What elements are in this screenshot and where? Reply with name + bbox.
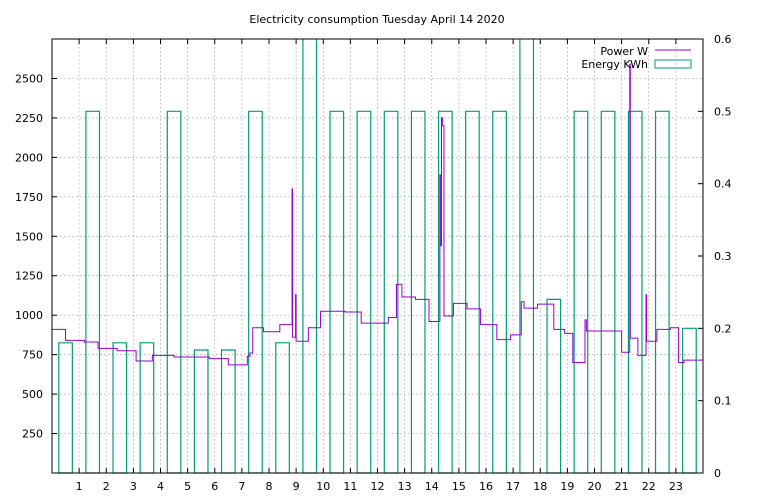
energy-bar bbox=[329, 110, 345, 474]
energy-bar bbox=[437, 110, 453, 474]
legend-swatch-energy bbox=[654, 59, 692, 69]
y-tick-label: 1250 bbox=[15, 270, 43, 283]
x-tick-label: 4 bbox=[157, 480, 164, 493]
x-tick-label: 20 bbox=[588, 480, 602, 493]
energy-bar bbox=[600, 110, 616, 474]
y-tick-label: 1500 bbox=[15, 230, 43, 243]
x-tick-label: 13 bbox=[398, 480, 412, 493]
x-tick-label: 12 bbox=[371, 480, 385, 493]
y-tick-label: 1000 bbox=[15, 309, 43, 322]
y-tick-label: 1750 bbox=[15, 191, 43, 204]
energy-bar bbox=[193, 349, 209, 474]
axes: 1 2 3 4 5 6 7 8 9 10 11 12 13 14 15 16 17 18 19 20 21 22 23250… bbox=[15, 33, 732, 493]
x-tick-label: 5 bbox=[184, 480, 191, 493]
x-tick-label: 14 bbox=[425, 480, 439, 493]
x-tick-label: 17 bbox=[506, 480, 520, 493]
x-tick-label: 7 bbox=[238, 480, 245, 493]
y-tick-label: 2000 bbox=[15, 151, 43, 164]
chart-title: Electricity consumption Tuesday April 14… bbox=[249, 13, 504, 26]
x-tick-label: 11 bbox=[343, 480, 357, 493]
energy-bar bbox=[383, 110, 399, 474]
legend-label-energy: Energy KWh bbox=[581, 58, 648, 71]
energy-bar bbox=[654, 110, 670, 474]
energy-bar bbox=[85, 110, 101, 474]
energy-bar bbox=[112, 342, 128, 474]
energy-bar bbox=[275, 342, 290, 474]
x-tick-label: 16 bbox=[479, 480, 493, 493]
y-tick-label: 500 bbox=[22, 388, 43, 401]
energy-bar bbox=[682, 327, 697, 474]
energy-bar bbox=[573, 110, 589, 474]
y2-tick-label: 0.1 bbox=[714, 395, 732, 408]
legend: Power W Energy KWh bbox=[581, 45, 692, 71]
power-line bbox=[52, 63, 703, 366]
x-tick-label: 10 bbox=[316, 480, 330, 493]
x-tick-label: 23 bbox=[669, 480, 683, 493]
y-tick-label: 2250 bbox=[15, 112, 43, 125]
x-tick-label: 2 bbox=[103, 480, 110, 493]
x-tick-label: 3 bbox=[130, 480, 137, 493]
x-tick-label: 8 bbox=[266, 480, 273, 493]
y2-tick-label: 0 bbox=[714, 467, 721, 480]
energy-bar bbox=[302, 39, 318, 474]
x-tick-label: 15 bbox=[452, 480, 466, 493]
y2-tick-label: 0.4 bbox=[714, 178, 732, 191]
grid-layer bbox=[52, 39, 703, 473]
y-tick-label: 750 bbox=[22, 349, 43, 362]
y2-tick-label: 0.3 bbox=[714, 250, 732, 263]
energy-bar bbox=[356, 110, 372, 474]
x-tick-label: 1 bbox=[76, 480, 83, 493]
energy-bar bbox=[220, 349, 236, 474]
x-tick-label: 18 bbox=[533, 480, 547, 493]
energy-bar bbox=[248, 110, 263, 474]
y-tick-label: 250 bbox=[22, 428, 43, 441]
energy-bar bbox=[166, 110, 182, 474]
x-tick-label: 22 bbox=[642, 480, 656, 493]
energy-bar bbox=[139, 342, 155, 474]
x-tick-label: 21 bbox=[615, 480, 629, 493]
y2-tick-label: 0.6 bbox=[714, 33, 732, 46]
y2-tick-label: 0.5 bbox=[714, 105, 732, 118]
x-tick-label: 6 bbox=[211, 480, 218, 493]
power-series bbox=[52, 63, 703, 366]
x-tick-label: 19 bbox=[560, 480, 574, 493]
x-tick-label: 9 bbox=[293, 480, 300, 493]
legend-label-power: Power W bbox=[600, 45, 648, 58]
energy-bar bbox=[58, 342, 73, 474]
y-tick-label: 2500 bbox=[15, 72, 43, 85]
y2-tick-label: 0.2 bbox=[714, 322, 732, 335]
energy-bar bbox=[410, 110, 426, 474]
energy-bar bbox=[519, 39, 535, 474]
energy-bar bbox=[492, 110, 507, 474]
energy-bar bbox=[465, 110, 480, 474]
